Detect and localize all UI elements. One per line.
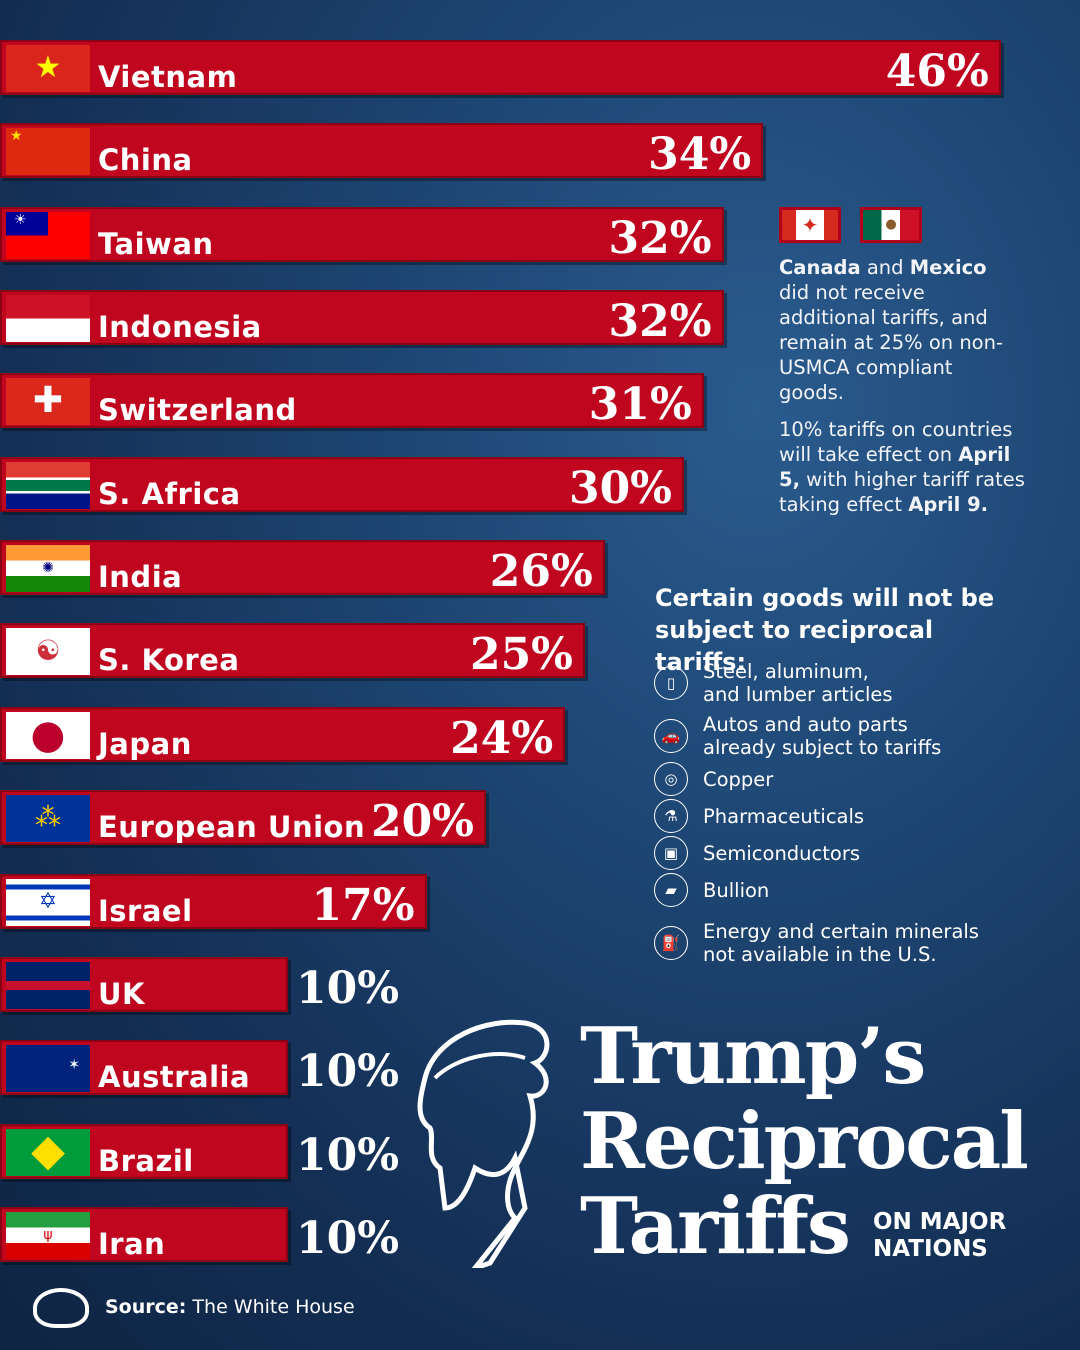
exempt-goods-title: Certain goods will not be subject to rec… [655, 584, 995, 676]
exempt-good-label: Steel, aluminum, and lumber articles [703, 660, 893, 706]
bar-australia: ✶ Australia 10% [0, 1040, 399, 1097]
exempt-good-item: ⛽ Energy and certain minerals not availab… [654, 920, 979, 966]
south-africa-flag-icon [6, 461, 90, 509]
exempt-good-item: 🚗 Autos and auto parts already subject to… [654, 713, 941, 759]
copper-roll-icon: ◎ [654, 762, 688, 796]
country-label: European Union [98, 810, 366, 845]
canada-mexico-note: Canada and Mexico did not receive additi… [779, 256, 1004, 404]
value-label: 10% [296, 1046, 400, 1098]
value-label: 20% [370, 796, 474, 848]
country-label: Vietnam [98, 60, 238, 94]
title-line-1: Trump’s [580, 1011, 926, 1102]
bar-iran: ψ Iran 10% [0, 1206, 399, 1264]
value-label: 17% [311, 879, 415, 931]
country-label: Brazil [98, 1143, 194, 1178]
oil-pump-icon: ⛽ [654, 926, 688, 960]
source: Source: The White House [105, 1296, 355, 1318]
switzerland-flag-icon: ✚ [6, 378, 90, 426]
israel-flag-icon: ✡ [6, 878, 90, 926]
can-icon: ▯ [654, 666, 688, 700]
china-flag-icon: ★ [6, 128, 90, 176]
chip-icon: ▣ [654, 836, 688, 870]
country-label: S. Africa [98, 476, 241, 511]
exempt-good-label: Autos and auto parts already subject to … [703, 713, 942, 759]
car-icon: 🚗 [654, 719, 688, 753]
title-line-3: Tariffs [580, 1181, 851, 1272]
uk-flag-icon [6, 961, 90, 1009]
country-label: India [98, 560, 183, 595]
vietnam-flag-icon: ★ [6, 45, 90, 92]
mexico-flag: ● [860, 207, 922, 243]
eu-flag-icon: ⁂ [6, 795, 90, 843]
bar-japan: ● Japan 24% [0, 706, 566, 764]
country-label: Switzerland [98, 393, 297, 428]
value-label: 32% [608, 212, 712, 264]
australia-flag-icon: ✶ [6, 1045, 90, 1093]
bar-china: ★ China 34% [0, 123, 764, 181]
title-line-2: Reciprocal [580, 1096, 1029, 1187]
exempt-good-label: Bullion [703, 878, 770, 902]
value-label: 26% [489, 546, 593, 598]
exempt-good-item: ▯ Steel, aluminum, and lumber articles [654, 660, 893, 706]
bar-israel: ✡ Israel 17% [0, 873, 427, 931]
bar-switzerland: ✚ Switzerland 31% [0, 373, 704, 431]
value-label: 24% [450, 712, 554, 764]
exempt-good-label: Energy and certain minerals not availabl… [703, 920, 979, 966]
visual-capitalist-logo [33, 1288, 89, 1328]
value-label: 31% [588, 379, 692, 431]
country-label: China [98, 143, 193, 178]
exempt-good-item: ▰ Bullion [654, 873, 769, 907]
country-label: Australia [98, 1060, 251, 1095]
country-label: Iran [98, 1226, 166, 1261]
value-label: 30% [568, 462, 672, 514]
exempt-good-label: Copper [703, 767, 774, 791]
country-label: Israel [98, 893, 193, 928]
bar-european-union: ⁂ European Union 20% [0, 790, 486, 848]
canada-flag: ✦ [779, 207, 841, 243]
exempt-good-item: ▣ Semiconductors [654, 836, 860, 870]
bar-india: ✺ India 26% [0, 540, 605, 598]
value-label: 25% [469, 629, 573, 681]
country-label: Indonesia [98, 310, 262, 345]
value-label: 10% [296, 962, 400, 1014]
iran-flag-icon: ψ [6, 1211, 90, 1259]
bar-s-korea: ☯ S. Korea 25% [0, 623, 585, 681]
bar-vietnam: ★ Vietnam 46% [0, 40, 1001, 97]
exempt-good-label: Pharmaceuticals [703, 804, 865, 828]
value-label: 46% [885, 46, 989, 97]
japan-flag-icon: ● [6, 711, 90, 759]
taiwan-flag-icon: ☀ [6, 211, 90, 259]
value-label: 32% [608, 296, 712, 348]
value-label: 10% [296, 1129, 400, 1181]
effective-dates-note: 10% tariffs on countries will take effec… [779, 418, 1025, 516]
country-label: Japan [98, 726, 192, 761]
pill-bottle-icon: ⚗ [654, 799, 688, 833]
exempt-good-item: ⚗ Pharmaceuticals [654, 799, 864, 833]
subtitle: ON MAJOR NATIONS [873, 1209, 1007, 1262]
gold-bars-icon: ▰ [654, 873, 688, 907]
country-label: UK [98, 976, 146, 1011]
south-korea-flag-icon: ☯ [6, 628, 90, 676]
india-flag-icon: ✺ [6, 545, 90, 593]
brazil-flag-icon: ◆ [6, 1128, 90, 1176]
exempt-good-item: ◎ Copper [654, 762, 773, 796]
country-label: S. Korea [98, 643, 240, 678]
value-label: 10% [296, 1212, 400, 1264]
value-label: 34% [648, 129, 752, 181]
bar-uk: UK 10% [0, 956, 399, 1014]
country-label: Taiwan [98, 226, 214, 261]
bar-indonesia: Indonesia 32% [0, 290, 724, 348]
exempt-good-label: Semiconductors [703, 841, 861, 865]
bar-brazil: ◆ Brazil 10% [0, 1123, 399, 1181]
indonesia-flag-icon [6, 295, 90, 343]
bar-s-africa: S. Africa 30% [0, 456, 684, 514]
bar-taiwan: ☀ Taiwan 32% [0, 206, 724, 264]
trump-silhouette-icon [417, 1019, 550, 1268]
